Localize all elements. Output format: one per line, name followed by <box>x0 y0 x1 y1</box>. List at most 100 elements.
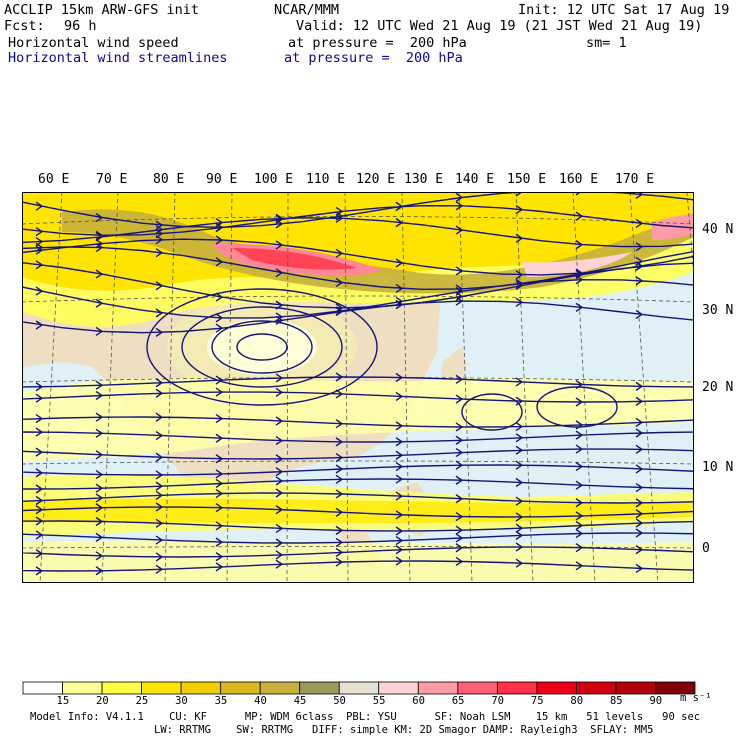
color-bar-swatch <box>62 681 103 695</box>
streamline-arrow <box>275 505 284 515</box>
streamline-arrow <box>275 476 284 486</box>
streamline-arrow <box>95 298 104 308</box>
streamline-arrow <box>635 242 644 252</box>
streamline-arrow <box>575 302 584 312</box>
streamline-arrow <box>395 556 404 566</box>
lon-label: 90 E <box>206 172 238 187</box>
streamline-arrow <box>35 382 44 392</box>
streamline-arrow <box>215 537 224 547</box>
streamline-arrow <box>335 464 344 474</box>
streamline-arrow <box>455 435 464 445</box>
streamline-arrow <box>395 450 404 460</box>
streamline-arrow <box>215 433 224 443</box>
streamline-arrow <box>215 521 224 531</box>
streamline-arrow <box>395 462 404 472</box>
streamline-arrow <box>635 464 644 474</box>
streamline-arrow <box>155 235 164 245</box>
streamline-arrow <box>335 557 344 567</box>
init-time: Init: 12 UTC Sat 17 Aug 19 <box>518 2 730 18</box>
streamline-arrow <box>455 394 464 404</box>
streamline-arrow <box>455 296 464 306</box>
streamline-arrow <box>575 480 584 490</box>
streamline-arrow <box>155 327 164 337</box>
streamline-arrow <box>95 390 104 401</box>
streamline-arrow <box>455 374 464 384</box>
streamline-arrow <box>635 509 644 519</box>
streamline-arrow <box>35 566 44 576</box>
streamline-arrow <box>275 550 284 560</box>
streamline-arrow <box>515 558 524 568</box>
color-bar-units: m s⁻¹ <box>680 692 712 704</box>
streamline-arrow <box>95 470 104 480</box>
color-bar-swatch <box>417 681 459 695</box>
streamline-arrow <box>95 532 104 542</box>
streamline-arrow <box>515 192 524 197</box>
streamline-arrow <box>575 211 584 221</box>
color-bar-swatch <box>299 681 340 695</box>
streamline-arrow <box>155 518 164 528</box>
color-bar-swatch <box>220 681 261 695</box>
streamline-arrow <box>275 435 284 446</box>
streamline-arrow <box>35 413 44 424</box>
streamline-arrow <box>635 563 644 573</box>
color-bar-swatch <box>615 681 656 695</box>
color-bar-level: 40 <box>254 695 267 707</box>
lon-label: 130 E <box>404 172 444 187</box>
streamline-arrow <box>635 498 644 508</box>
streamline-arrow <box>635 396 644 406</box>
model-info-line2: LW: RRTMG SW: RRTMG DIFF: simple KM: 2D … <box>154 724 654 736</box>
field1-name: Horizontal wind speed <box>8 35 179 51</box>
streamline-arrow <box>575 520 584 531</box>
streamline-arrow <box>155 481 164 491</box>
streamline-arrow <box>515 280 524 291</box>
streamline-arrow <box>395 535 404 546</box>
streamline-arrow <box>275 373 284 383</box>
streamline-arrow <box>455 494 464 504</box>
streamline-arrow <box>155 470 164 480</box>
streamline-arrow <box>335 213 344 223</box>
streamline-arrow <box>635 444 644 454</box>
color-bar-swatch <box>378 681 419 695</box>
lat-label: 20 N <box>702 380 734 395</box>
streamline-arrow <box>35 468 44 478</box>
streamline-arrow <box>155 220 164 230</box>
streamline-arrow <box>455 511 464 522</box>
wind-streamlines <box>22 192 694 576</box>
color-bar-level: 35 <box>214 695 228 707</box>
streamline-arrow <box>635 417 644 427</box>
color-bar-swatch <box>22 681 63 695</box>
color-bar-level: 45 <box>293 695 307 707</box>
streamline-arrow <box>35 447 44 457</box>
streamline-arrow <box>155 430 164 441</box>
streamline-arrow <box>395 299 404 310</box>
streamline-arrow <box>215 454 224 464</box>
forecast-hour: 96 h <box>64 18 97 34</box>
streamline-arrow <box>515 445 524 455</box>
streamline-arrow <box>575 430 584 440</box>
streamline-arrow <box>275 454 284 464</box>
streamline-arrow <box>95 232 104 242</box>
streamline-arrow <box>635 428 644 438</box>
streamline-arrow <box>275 315 284 325</box>
streamline-arrow <box>575 268 584 279</box>
streamline-arrow <box>395 296 404 306</box>
streamline-arrow <box>515 460 524 470</box>
streamline-arrow <box>635 192 644 199</box>
streamline-arrow <box>155 281 164 291</box>
streamline-arrow <box>335 277 344 288</box>
color-bar-swatch <box>141 681 182 695</box>
streamline-arrow <box>275 538 284 548</box>
cyclone-streamlines <box>146 288 618 431</box>
streamline-arrow <box>335 474 344 484</box>
streamline-arrow <box>155 452 164 462</box>
streamline-arrow <box>335 206 344 217</box>
streamline-arrow <box>275 416 284 426</box>
streamline-arrow <box>155 248 164 258</box>
streamline-arrow <box>515 433 524 443</box>
streamline-arrow <box>95 239 104 249</box>
color-bar-swatch <box>101 681 142 695</box>
streamline-arrow <box>515 204 524 215</box>
streamline-arrow <box>515 530 524 540</box>
streamline-arrow <box>515 512 524 522</box>
streamline-arrow <box>575 192 582 196</box>
